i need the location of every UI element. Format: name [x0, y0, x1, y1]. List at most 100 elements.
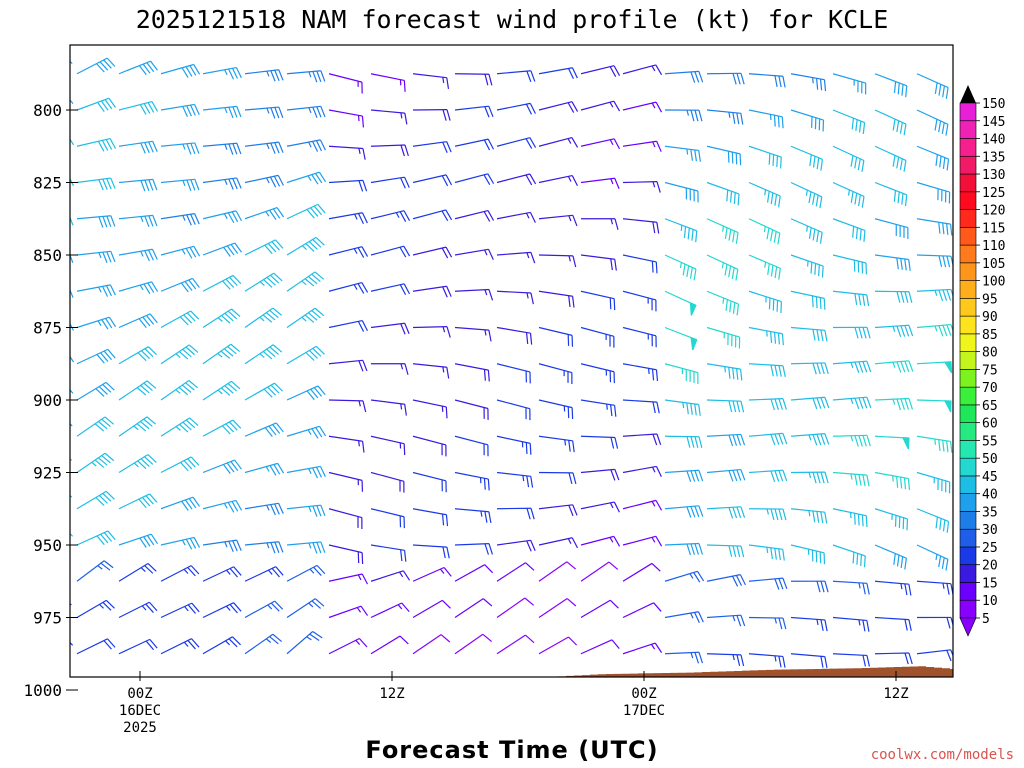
wind-barb: [748, 326, 784, 346]
wind-barb: [76, 284, 116, 297]
wind-barb: [538, 326, 574, 347]
wind-barb: [622, 140, 662, 152]
wind-barb: [580, 561, 619, 582]
wind-barb: [160, 63, 201, 78]
wind-barb: [412, 73, 450, 90]
chart-title: 2025121518 NAM forecast wind profile (kt…: [136, 5, 889, 34]
wind-barb: [328, 637, 368, 655]
wind-barb: [832, 544, 866, 568]
colorbar-label: 35: [982, 505, 998, 520]
wind-barb: [538, 214, 578, 227]
wind-barb: [454, 633, 493, 655]
wind-barb: [874, 181, 908, 207]
colorbar: 5 10 15 20 25 30 35 40 45 50 55 60 65 70 75 80 85 90 95 100…: [959, 85, 1005, 637]
wind-barb: [412, 544, 450, 559]
colorbar-box: [959, 155, 977, 175]
wind-barb: [790, 653, 828, 668]
wind-barb: [286, 465, 326, 479]
wind-barb: [454, 326, 492, 342]
colorbar-label: 25: [982, 541, 998, 556]
wind-barb: [790, 326, 828, 342]
wind-barb: [202, 66, 242, 80]
wind-barb: [916, 288, 953, 302]
wind-barb: [916, 471, 951, 494]
wind-barb: [874, 145, 907, 172]
wind-barb: [832, 360, 872, 374]
wind-barb: [76, 490, 115, 510]
wind-barb: [160, 638, 200, 655]
colorbar-box: [959, 351, 977, 370]
wind-barb: [118, 493, 158, 510]
wind-barb: [370, 508, 405, 529]
wind-barb: [874, 508, 909, 531]
wind-barb: [748, 363, 786, 378]
wind-barb: [706, 433, 746, 447]
colorbar-label: 75: [982, 363, 998, 378]
wind-barb: [622, 218, 660, 234]
colorbar-box: [959, 386, 977, 406]
wind-barb: [286, 70, 326, 83]
colorbar-box: [959, 298, 977, 317]
wind-barb: [328, 212, 368, 225]
wind-barb: [286, 425, 327, 439]
wind-barb: [412, 634, 451, 655]
colorbar-box: [959, 582, 977, 601]
colorbar-label: 145: [982, 115, 1005, 130]
wind-barb: [622, 433, 662, 446]
colorbar-box: [959, 440, 977, 459]
wind-barb: [706, 468, 746, 482]
wind-barb: [916, 399, 952, 413]
wind-barb: [874, 435, 910, 450]
wind-barb: [538, 290, 575, 308]
wind-barb: [76, 452, 115, 473]
wind-barb: [454, 363, 490, 382]
wind-barb: [622, 562, 661, 582]
wind-barb: [454, 173, 495, 185]
wind-barb: [328, 359, 368, 372]
wind-barb: [748, 544, 785, 561]
wind-barb: [412, 209, 453, 222]
wind-barb: [118, 346, 157, 365]
x-tick-label: 17DEC: [623, 703, 665, 719]
wind-barb: [454, 598, 493, 618]
wind-barb: [790, 181, 823, 209]
wind-barb: [412, 363, 450, 379]
wind-barb: [370, 144, 409, 157]
wind-barb: [874, 254, 911, 271]
wind-barb: [706, 363, 743, 381]
wind-barb: [286, 504, 326, 517]
wind-barb: [328, 605, 369, 619]
wind-barb: [328, 145, 366, 160]
colorbar-label: 115: [982, 221, 1005, 236]
wind-barb: [286, 171, 327, 185]
colorbar-box: [959, 404, 977, 423]
wind-barb: [244, 69, 284, 82]
colorbar-top-arrow: [960, 85, 976, 103]
wind-barb: [538, 399, 574, 420]
wind-barb: [76, 348, 116, 365]
colorbar-box: [959, 511, 977, 530]
wind-barb: [118, 562, 157, 582]
wind-barb: [706, 506, 746, 519]
wind-barb: [832, 616, 870, 632]
colorbar-box: [959, 564, 977, 583]
wind-barb: [538, 471, 577, 485]
wind-barb: [244, 502, 284, 516]
wind-barb: [706, 399, 745, 413]
wind-barb: [454, 508, 492, 524]
wind-barb: [76, 316, 117, 330]
colorbar-label: 125: [982, 186, 1005, 201]
wind-barb: [916, 181, 951, 204]
wind-barb: [748, 508, 787, 521]
wind-barb: [286, 541, 326, 554]
wind-barb: [580, 363, 615, 384]
wind-barb: [916, 435, 953, 453]
wind-barb: [496, 597, 535, 618]
wind-barb: [70, 322, 75, 332]
wind-barb: [832, 218, 866, 242]
wind-barb: [874, 652, 913, 665]
wind-barb: [496, 562, 535, 582]
wind-barb: [76, 250, 116, 263]
x-tick-label: 16DEC: [119, 703, 161, 719]
